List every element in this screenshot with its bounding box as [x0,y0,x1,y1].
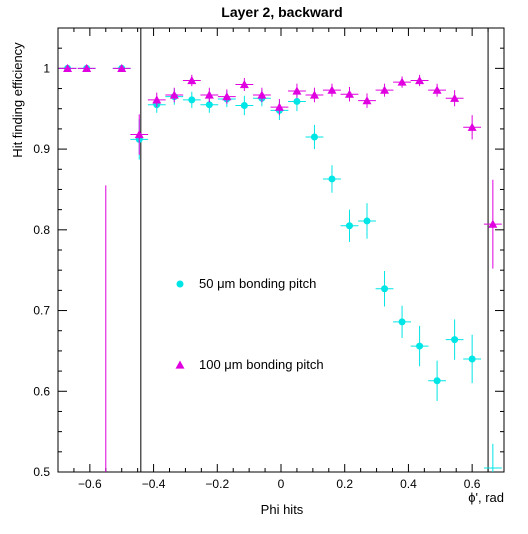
x-tick-label: 0 [278,477,285,491]
y-tick-label: 0.9 [33,142,50,156]
data-point [239,80,249,89]
x-tick-label: −0.4 [142,477,166,491]
data-point [398,318,406,326]
x-tick-label: −0.6 [78,477,102,491]
data-point [205,101,213,109]
data-point [488,219,498,228]
data-point [451,336,459,344]
data-point [467,122,477,131]
y-tick-label: 0.7 [33,304,50,318]
data-point [327,85,337,94]
series-circles [58,64,502,472]
y-tick-label: 0.8 [33,223,50,237]
data-point [169,90,179,99]
data-point [257,90,267,99]
legend-marker-triangle [175,360,185,369]
chart-title: Layer 2, backward [221,4,342,20]
y-tick-label: 0.6 [33,384,50,398]
data-point [82,63,92,72]
data-point [310,133,318,141]
x-axis-label: Phi hits [261,502,304,517]
data-point [362,96,372,105]
data-point [468,355,476,363]
series-triangles [58,63,502,472]
legend-label: 50 μm bonding pitch [199,276,316,291]
data-point [240,101,248,109]
x-tick-label: 0.6 [464,477,481,491]
x-axis-unit-label: ϕ', rad [468,490,504,505]
data-point [345,222,353,230]
data-point [117,63,127,72]
data-point [152,95,162,104]
data-point [416,342,424,350]
data-point [328,175,336,183]
data-point [415,75,425,85]
data-point [188,96,196,104]
y-tick-label: 1 [43,61,50,75]
y-tick-label: 0.5 [33,465,50,479]
data-point [380,85,390,94]
data-point [344,89,354,98]
data-point [433,377,441,385]
data-point [134,130,144,139]
data-point [222,92,232,101]
data-point [309,90,319,99]
data-point [363,217,371,225]
data-point [292,86,302,95]
legend-marker-circle [176,280,184,288]
data-point [293,97,301,105]
data-point [187,75,197,85]
x-tick-label: 0.4 [400,477,417,491]
data-point [450,93,460,102]
data-point [397,77,407,86]
data-point [381,285,389,293]
data-point [432,85,442,94]
legend-label: 100 μm bonding pitch [199,357,324,372]
y-axis-label: Hit finding efficiency [10,42,25,158]
x-tick-label: 0.2 [336,477,353,491]
data-point [63,63,73,72]
data-point [204,90,214,99]
x-tick-label: −0.2 [205,477,229,491]
data-point [274,102,284,111]
